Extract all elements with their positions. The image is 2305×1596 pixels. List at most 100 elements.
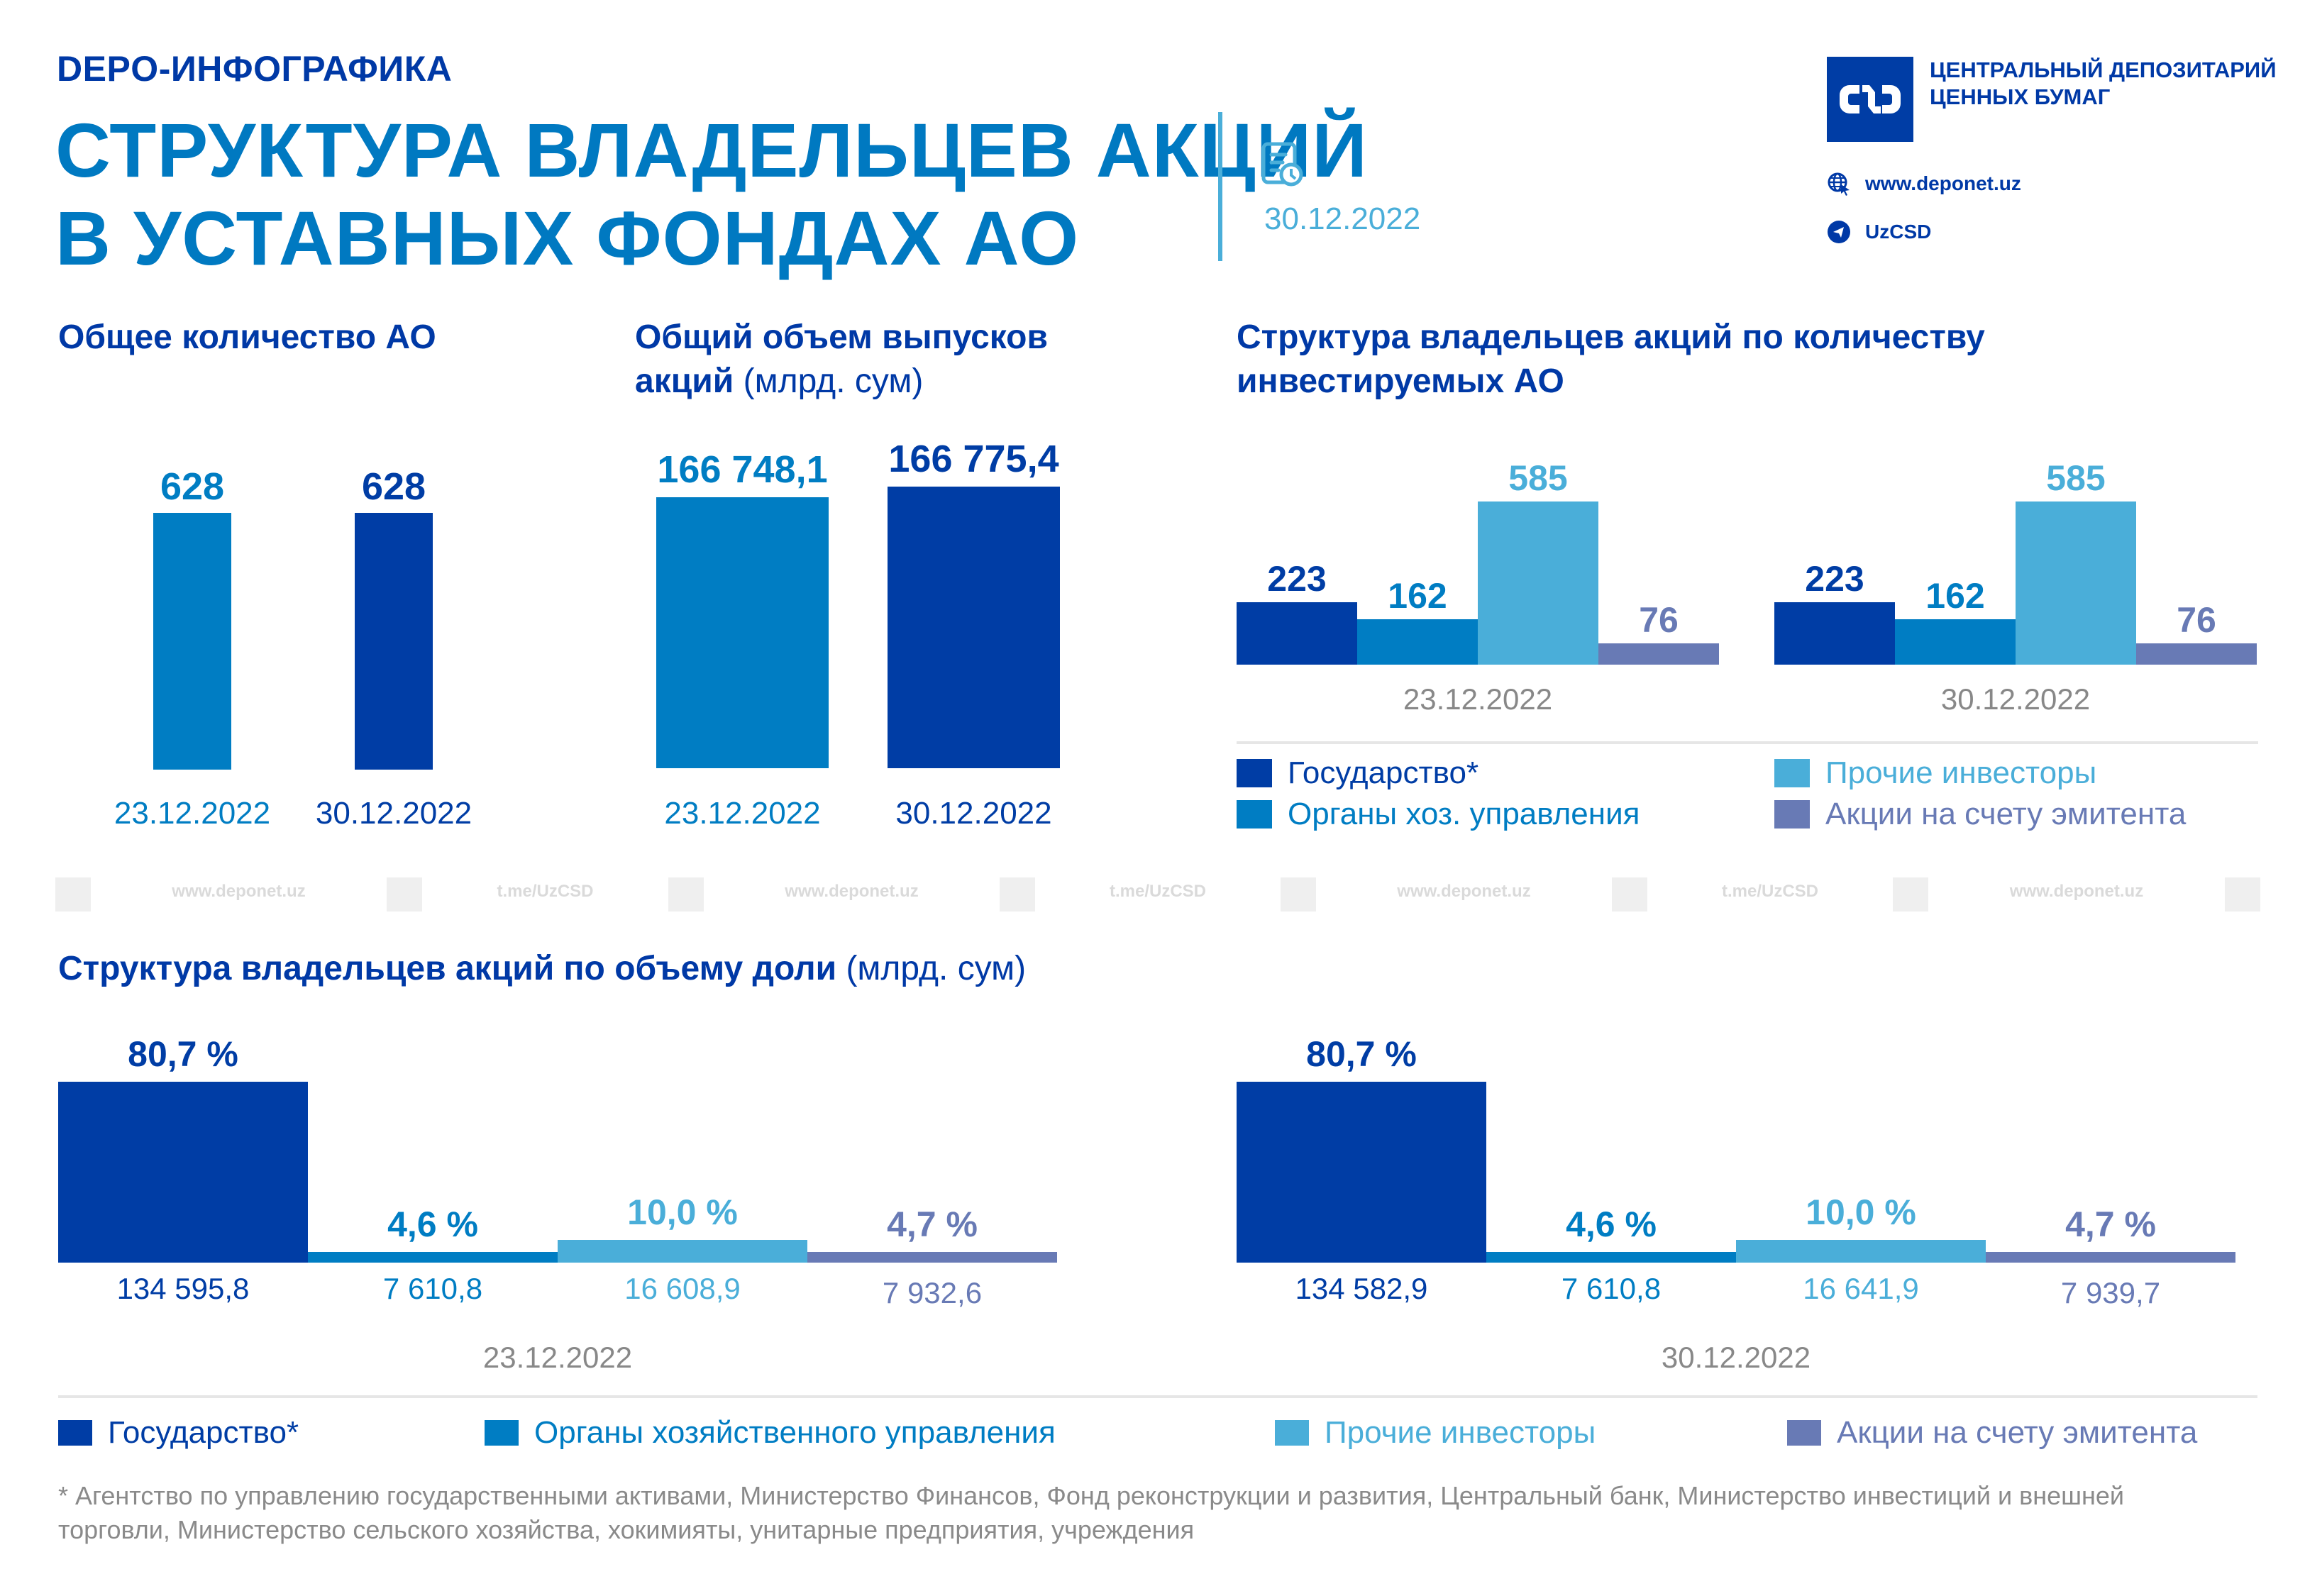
page-title: СТРУКТУРА ВЛАДЕЛЬЦЕВ АКЦИЙ В УСТАВНЫХ ФО…	[55, 106, 1368, 282]
header-divider	[1218, 112, 1222, 261]
bar-value-label: 223	[1267, 559, 1327, 599]
category-label: 30.12.2022	[895, 796, 1052, 831]
bar-percent-label: 80,7 %	[1306, 1034, 1417, 1074]
bar-value-label: 166 775,4	[888, 438, 1059, 480]
watermark-text: www.deponet.uz	[2009, 882, 2144, 901]
category-label: 30.12.2022	[1661, 1341, 1811, 1374]
page-title-line-2: В УСТАВНЫХ ФОНДАХ АО	[55, 195, 1080, 281]
category-label: 23.12.2022	[482, 1341, 633, 1374]
bar-value-label: 7 610,8	[382, 1272, 483, 1305]
bar	[558, 1240, 807, 1263]
bar-value-label: 628	[160, 465, 225, 508]
chart-title-owners-by-count: Структура владельцев акций по количеству…	[1237, 316, 2159, 404]
bar-value-label: 628	[361, 465, 426, 508]
bar-value-label: 76	[2177, 600, 2216, 641]
website-label: www.deponet.uz	[1865, 172, 2021, 194]
bar-percent-label: 10,0 %	[1806, 1192, 1916, 1233]
legend-divider-top	[1237, 741, 2258, 744]
legend-label: Прочие инвесторы	[1325, 1415, 1596, 1450]
watermark-logo	[1893, 877, 1928, 911]
chart-title-issue-volume: Общий объем выпусков акций (млрд. сум)	[635, 316, 1146, 404]
organization-name-line-1: ЦЕНТРАЛЬНЫЙ ДЕПОЗИТАРИЙ	[1930, 57, 2277, 82]
category-label: 30.12.2022	[315, 796, 472, 831]
bar-percent-label: 80,7 %	[128, 1034, 238, 1074]
document-clock-icon	[1261, 142, 1304, 187]
bar-value-label: 162	[1388, 576, 1447, 616]
watermark-text: www.deponet.uz	[1397, 882, 1531, 901]
bar-value-label: 162	[1925, 576, 1985, 616]
bar-value-label: 134 595,8	[116, 1272, 250, 1305]
bar	[1478, 501, 1598, 665]
telegram-icon	[1827, 220, 1851, 244]
bar	[1774, 602, 1895, 665]
watermark-text: t.me/UzCSD	[1109, 882, 1207, 901]
legend-swatch	[1787, 1420, 1821, 1446]
bar-value-label: 76	[1639, 600, 1679, 641]
page-title-line-1: СТРУКТУРА ВЛАДЕЛЬЦЕВ АКЦИЙ	[55, 107, 1368, 193]
watermark-text: t.me/UzCSD	[497, 882, 594, 901]
report-date: 30.12.2022	[1264, 201, 1421, 236]
watermark-logo	[2225, 877, 2260, 911]
legend-item: Государство*	[58, 1415, 299, 1451]
chart-title-unit: (млрд. сум)	[846, 950, 1027, 987]
watermark-logo	[668, 877, 704, 911]
bar-value-label: 7 939,7	[2060, 1276, 2161, 1309]
chart-title-text: Структура владельцев акций по объему дол…	[58, 950, 837, 987]
bar-value-label: 16 608,9	[624, 1272, 741, 1305]
watermark-logo	[1612, 877, 1647, 911]
bar	[2016, 501, 2136, 665]
bar-value-label: 7 932,6	[882, 1276, 983, 1309]
chart-title-text: Общий объем выпусков акций	[635, 318, 1048, 400]
legend-item: Государство*	[1237, 755, 1478, 791]
bar	[1237, 1082, 1486, 1263]
telegram-link[interactable]: UzCSD	[1827, 220, 1931, 244]
bar-value-label: 223	[1805, 559, 1864, 599]
category-label: 23.12.2022	[1403, 682, 1553, 716]
bar	[1357, 619, 1478, 665]
legend-swatch	[1275, 1420, 1309, 1446]
globe-cursor-icon	[1827, 172, 1851, 196]
bar-percent-label: 4,7 %	[2065, 1204, 2156, 1245]
csd-logo	[1827, 57, 1913, 142]
bar	[58, 1082, 308, 1263]
bar	[1895, 619, 2016, 665]
legend-swatch	[58, 1420, 92, 1446]
bar-value-label: 16 641,9	[1803, 1272, 1919, 1305]
bar	[888, 487, 1060, 768]
watermark-logo	[55, 877, 91, 911]
bar-percent-label: 10,0 %	[627, 1192, 738, 1233]
chart-title-unit: (млрд. сум)	[743, 362, 924, 400]
legend-item: Органы хозяйственного управления	[485, 1415, 1056, 1451]
bar	[807, 1252, 1057, 1263]
legend-label: Государство*	[1288, 755, 1479, 790]
bar	[2136, 643, 2257, 665]
bar	[355, 513, 433, 770]
organization-name: ЦЕНТРАЛЬНЫЙ ДЕПОЗИТАРИЙ ЦЕННЫХ БУМАГ	[1930, 57, 2277, 111]
legend-swatch	[1237, 759, 1272, 787]
chart-title-owners-by-volume: Структура владельцев акций по объему дол…	[58, 947, 1026, 991]
category-label: 23.12.2022	[114, 796, 271, 831]
legend-label: Прочие инвесторы	[1825, 755, 2097, 790]
watermark-logo	[387, 877, 422, 911]
legend-item: Акции на счету эмитента	[1787, 1415, 2197, 1451]
legend-swatch	[1774, 800, 1810, 829]
category-label: 23.12.2022	[664, 796, 821, 831]
bar-value-label: 134 582,9	[1295, 1272, 1428, 1305]
legend-label: Органы хоз. управления	[1288, 797, 1640, 831]
website-link[interactable]: www.deponet.uz	[1827, 172, 2021, 196]
bar-value-label: 585	[2046, 458, 2106, 498]
telegram-label: UzCSD	[1865, 221, 1932, 243]
legend-swatch	[1774, 759, 1810, 787]
bar-value-label: 585	[1508, 458, 1568, 498]
legend-swatch	[1237, 800, 1272, 829]
bar	[1486, 1252, 1736, 1263]
watermark-text: www.deponet.uz	[172, 882, 306, 901]
legend-divider-bottom	[58, 1395, 2257, 1398]
watermark-logo	[1281, 877, 1316, 911]
watermark-strip: www.deponet.uz t.me/UzCSD www.deponet.uz t.…	[55, 877, 2262, 911]
bar	[1736, 1240, 1986, 1263]
legend-item: Прочие инвесторы	[1774, 755, 2096, 791]
footnote: * Агентство по управлению государственны…	[58, 1481, 2124, 1544]
bar	[1237, 602, 1357, 665]
chart-title-text: Структура владельцев акций по количеству…	[1237, 318, 1985, 400]
